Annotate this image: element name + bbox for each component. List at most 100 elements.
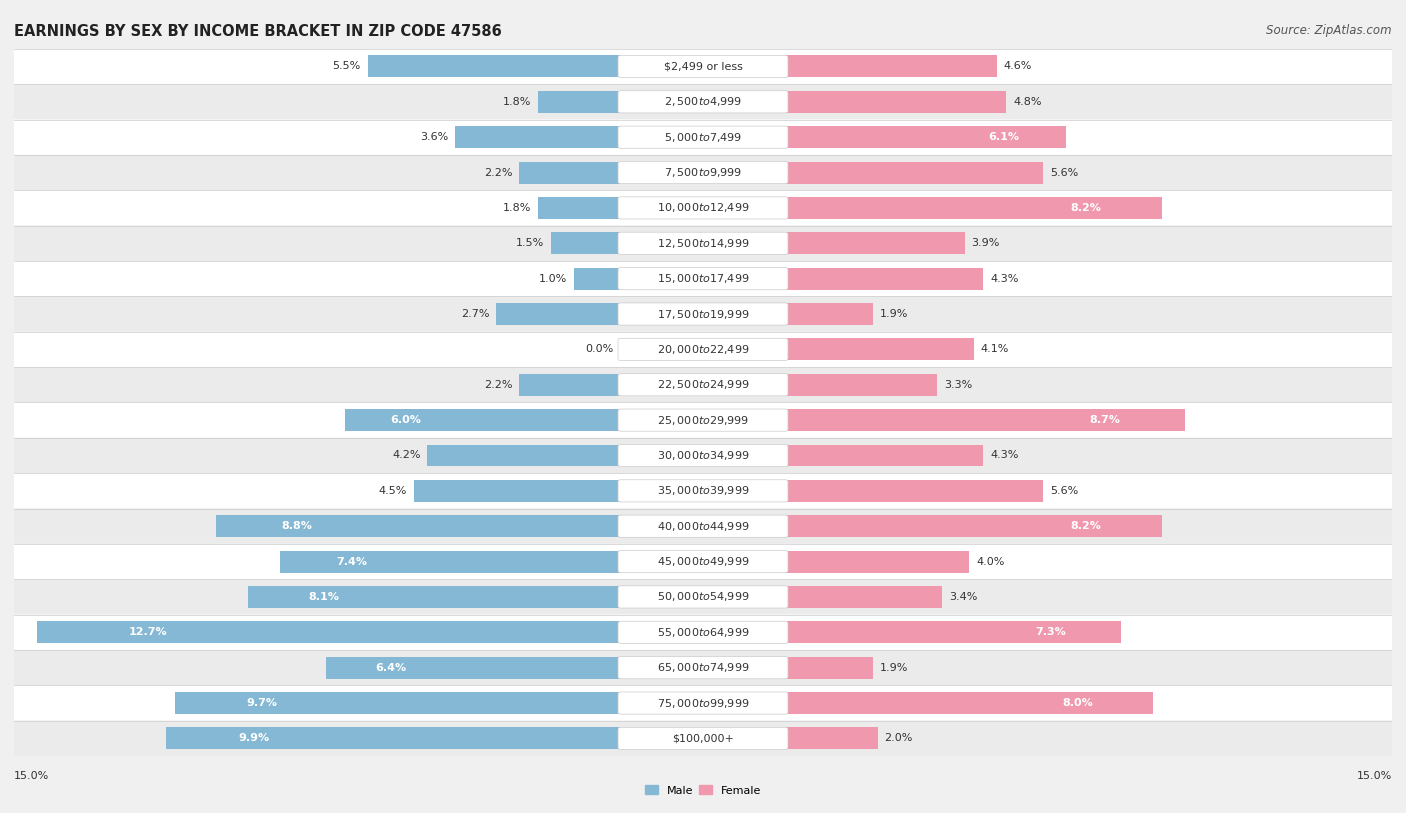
Bar [519,162,620,184]
Text: 1.9%: 1.9% [880,663,908,672]
Text: $22,500 to $24,999: $22,500 to $24,999 [657,378,749,391]
FancyBboxPatch shape [619,162,787,184]
Bar [786,550,969,572]
FancyBboxPatch shape [619,374,787,396]
Text: $25,000 to $29,999: $25,000 to $29,999 [657,414,749,427]
Text: 1.8%: 1.8% [502,203,531,213]
FancyBboxPatch shape [619,197,787,219]
Text: 8.2%: 8.2% [1070,521,1101,531]
Bar [786,515,1163,537]
Bar [537,91,620,113]
Text: $15,000 to $17,499: $15,000 to $17,499 [657,272,749,285]
Text: 8.7%: 8.7% [1090,415,1121,425]
FancyBboxPatch shape [0,297,1406,332]
Text: 3.3%: 3.3% [945,380,973,389]
Text: $40,000 to $44,999: $40,000 to $44,999 [657,520,749,533]
FancyBboxPatch shape [619,233,787,254]
Bar [786,303,873,325]
FancyBboxPatch shape [0,615,1406,650]
Text: 6.1%: 6.1% [988,133,1019,142]
Bar [344,409,620,431]
FancyBboxPatch shape [0,579,1406,615]
Text: $50,000 to $54,999: $50,000 to $54,999 [657,590,749,603]
Text: $55,000 to $64,999: $55,000 to $64,999 [657,626,749,639]
Text: 7.3%: 7.3% [1035,628,1066,637]
Bar [174,692,620,714]
Bar [280,550,620,572]
Bar [786,657,873,679]
Text: 4.1%: 4.1% [981,345,1010,354]
Text: 2.2%: 2.2% [484,380,512,389]
Text: $100,000+: $100,000+ [672,733,734,743]
Text: $2,499 or less: $2,499 or less [664,62,742,72]
FancyBboxPatch shape [0,720,1406,756]
Text: $45,000 to $49,999: $45,000 to $49,999 [657,555,749,568]
Bar [37,621,620,643]
Text: 2.7%: 2.7% [461,309,489,319]
Text: 8.8%: 8.8% [281,521,312,531]
Text: 1.8%: 1.8% [502,97,531,107]
Bar [786,338,974,360]
Bar [786,728,877,750]
FancyBboxPatch shape [0,332,1406,367]
FancyBboxPatch shape [0,85,1406,120]
Text: EARNINGS BY SEX BY INCOME BRACKET IN ZIP CODE 47586: EARNINGS BY SEX BY INCOME BRACKET IN ZIP… [14,24,502,39]
Text: 4.6%: 4.6% [1004,62,1032,72]
Text: $20,000 to $22,499: $20,000 to $22,499 [657,343,749,356]
FancyBboxPatch shape [619,621,787,643]
Text: 2.2%: 2.2% [484,167,512,177]
Text: 15.0%: 15.0% [14,772,49,781]
Bar [456,126,620,148]
FancyBboxPatch shape [0,155,1406,190]
Bar [786,445,983,467]
Bar [537,197,620,219]
FancyBboxPatch shape [619,445,787,467]
Text: 4.3%: 4.3% [990,450,1018,460]
Text: $30,000 to $34,999: $30,000 to $34,999 [657,449,749,462]
FancyBboxPatch shape [619,692,787,714]
FancyBboxPatch shape [0,473,1406,509]
Text: 8.0%: 8.0% [1063,698,1094,708]
Bar [786,162,1043,184]
Text: 15.0%: 15.0% [1357,772,1392,781]
FancyBboxPatch shape [619,480,787,502]
Text: 4.3%: 4.3% [990,274,1018,284]
Text: 1.5%: 1.5% [516,238,544,248]
Bar [786,233,965,254]
FancyBboxPatch shape [0,509,1406,544]
Bar [786,621,1121,643]
FancyBboxPatch shape [619,126,787,148]
Bar [249,586,620,608]
Text: $7,500 to $9,999: $7,500 to $9,999 [664,166,742,179]
Text: $35,000 to $39,999: $35,000 to $39,999 [657,485,749,498]
Bar [326,657,620,679]
FancyBboxPatch shape [0,544,1406,579]
Text: 5.5%: 5.5% [333,62,361,72]
Text: 2.0%: 2.0% [884,733,912,743]
Text: 4.2%: 4.2% [392,450,420,460]
Bar [786,374,938,396]
FancyBboxPatch shape [0,49,1406,85]
FancyBboxPatch shape [619,55,787,77]
Bar [786,55,997,77]
FancyBboxPatch shape [619,550,787,572]
Text: 8.2%: 8.2% [1070,203,1101,213]
Text: 5.6%: 5.6% [1050,486,1078,496]
Text: $65,000 to $74,999: $65,000 to $74,999 [657,661,749,674]
Bar [427,445,620,467]
FancyBboxPatch shape [619,586,787,608]
FancyBboxPatch shape [0,190,1406,226]
Text: 3.9%: 3.9% [972,238,1000,248]
Bar [786,692,1153,714]
FancyBboxPatch shape [619,728,787,750]
Text: 4.5%: 4.5% [378,486,406,496]
FancyBboxPatch shape [619,409,787,431]
Bar [519,374,620,396]
FancyBboxPatch shape [619,267,787,289]
Bar [786,267,983,289]
FancyBboxPatch shape [619,91,787,113]
Bar [786,586,942,608]
Text: 4.8%: 4.8% [1012,97,1042,107]
FancyBboxPatch shape [0,685,1406,720]
Bar [551,233,620,254]
